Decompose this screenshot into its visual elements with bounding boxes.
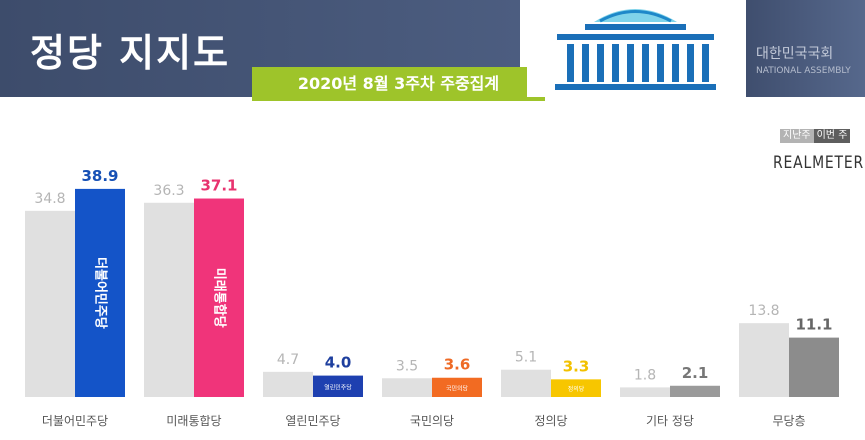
bar-prev [501,369,551,397]
page-title: 정당 지지도 [30,31,231,75]
bar-party-label: 국민의당 [446,384,469,392]
chart-subtitle: 2020년 8월 3주차 주중집계 [297,74,500,93]
bar-party-label: 열린민주당 [324,383,352,391]
bar-prev [144,202,194,397]
data-label-curr: 38.9 [81,167,118,185]
bar-curr [313,375,363,397]
bar-party-label: 미래통합당 [212,268,228,328]
tick-label: 국민의당 [410,414,454,428]
bar-curr [75,188,125,397]
bar-party-label: 더불어민주당 [93,257,109,329]
bar-curr [194,198,244,397]
data-label-prev: 3.5 [396,358,418,374]
bar-party-label: 정의당 [568,385,585,393]
legend-item-prev: 지난주 [780,129,814,143]
data-label-curr: 4.0 [325,354,352,372]
assembly-panel [746,0,865,97]
data-label-curr: 2.1 [682,364,709,382]
data-label-curr: 37.1 [200,177,237,195]
data-label-prev: 5.1 [515,350,537,366]
bar-curr [789,337,839,397]
data-label-prev: 4.7 [277,352,299,368]
data-label-prev: 1.8 [634,367,656,383]
bar-prev [382,378,432,397]
bar-prev [739,323,789,397]
data-label-prev: 13.8 [748,303,779,319]
data-label-curr: 3.6 [444,356,471,374]
data-label-curr: 3.3 [563,357,590,375]
assembly-name-en: NATIONAL ASSEMBLY [756,66,851,76]
bar-curr [432,377,482,397]
legend-item-curr: 이번 주 [813,129,851,143]
assembly-name: 대한민국국회 [756,46,834,62]
subtitle-box: 2020년 8월 3주차 주중집계 [252,67,545,101]
bar-prev [620,387,670,397]
header: 정당 지지도 2020년 8월 3주차 주중집계 대한 [0,0,865,112]
tick-label: 열린민주당 [285,414,340,428]
tick-label: 정의당 [534,414,567,428]
bar-prev [263,371,313,397]
legend: 지난주 이번 주 [780,129,851,143]
data-label-prev: 34.8 [34,191,65,207]
tick-label: 미래통합당 [166,414,221,428]
bar-curr [551,379,601,397]
data-label-prev: 36.3 [153,183,184,199]
bar-prev [25,210,75,397]
tick-label: 기타 정당 [646,414,694,428]
data-label-curr: 11.1 [795,316,832,334]
tick-label: 무당층 [772,414,805,428]
tick-label: 더불어민주당 [42,414,108,428]
brand-logo: REALMETER [773,153,865,173]
bar-curr [670,385,720,397]
assembly-building-icon [527,0,744,97]
